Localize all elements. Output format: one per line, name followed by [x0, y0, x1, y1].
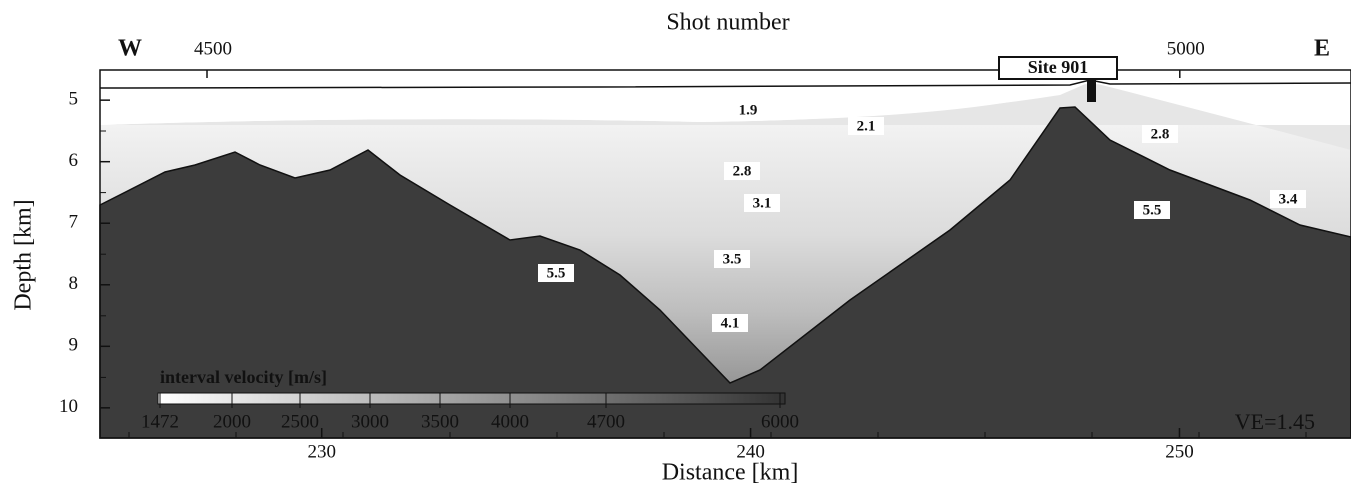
water: [100, 82, 1351, 125]
velocity-label-box: [1270, 190, 1306, 208]
colorbar-tick-label: 3500: [421, 411, 459, 432]
velocity-label-box: [538, 264, 574, 282]
east-label: E: [1314, 36, 1330, 62]
velocity-label: 5.5: [547, 265, 566, 281]
x-axis-label: Distance [km]: [662, 460, 799, 486]
colorbar-tick-label: 4000: [491, 411, 529, 432]
velocity-label: 2.8: [733, 163, 752, 179]
colorbar-title: interval velocity [m/s]: [160, 367, 327, 387]
colorbar: [157, 392, 786, 405]
colorbar-tick-label: 6000: [761, 411, 799, 432]
top-tick-label: 5000: [1167, 38, 1205, 59]
x-tick-label: 250: [1165, 441, 1194, 462]
velocity-label: 3.4: [1279, 191, 1298, 207]
velocity-label: 5.5: [1143, 202, 1162, 218]
top-tick-label: 4500: [194, 38, 232, 59]
velocity-label-box: [1142, 125, 1178, 143]
x-tick-label: 230: [307, 441, 336, 462]
basement: [99, 106, 1351, 439]
top-title: Shot number: [666, 10, 789, 36]
y-tick-label: 10: [59, 396, 78, 417]
velocity-label-box: [848, 117, 884, 135]
velocity-label-box: [714, 250, 750, 268]
colorbar-tick-label: 4700: [587, 411, 625, 432]
site-marker: [1087, 78, 1096, 102]
velocity-label-box: [744, 194, 780, 212]
velocity-label: 3.1: [753, 195, 772, 211]
velocity-label-box: [724, 162, 760, 180]
y-tick-label: 9: [69, 335, 79, 356]
velocity-label: 4.1: [721, 315, 740, 331]
velocity-label: 1.9: [739, 102, 758, 118]
x-tick-label: 240: [736, 441, 765, 462]
colorbar-tick-label: 3000: [351, 411, 389, 432]
velocity-label: 2.1: [857, 118, 876, 134]
site-box: [998, 56, 1118, 80]
velocity-label-box: [712, 314, 748, 332]
west-label: W: [118, 36, 142, 62]
y-tick-label: 5: [69, 89, 79, 110]
colorbar-tick-label: 1472: [141, 411, 179, 432]
velocity-label: 2.8: [1151, 126, 1170, 142]
velocity-label: 3.5: [723, 251, 742, 267]
velocity-label-box: [1134, 201, 1170, 219]
colorbar-tick-label: 2000: [213, 411, 251, 432]
y-axis-label: Depth [km]: [11, 199, 37, 310]
colorbar-tick-label: 2500: [281, 411, 319, 432]
ve-label: VE=1.45: [1235, 409, 1315, 434]
site-label: Site 901: [1028, 57, 1089, 77]
y-tick-label: 6: [69, 150, 79, 171]
shallow-layer: [100, 82, 1351, 150]
seafloor: [99, 79, 1351, 89]
y-tick-label: 8: [69, 273, 79, 294]
y-tick-label: 7: [69, 212, 79, 233]
